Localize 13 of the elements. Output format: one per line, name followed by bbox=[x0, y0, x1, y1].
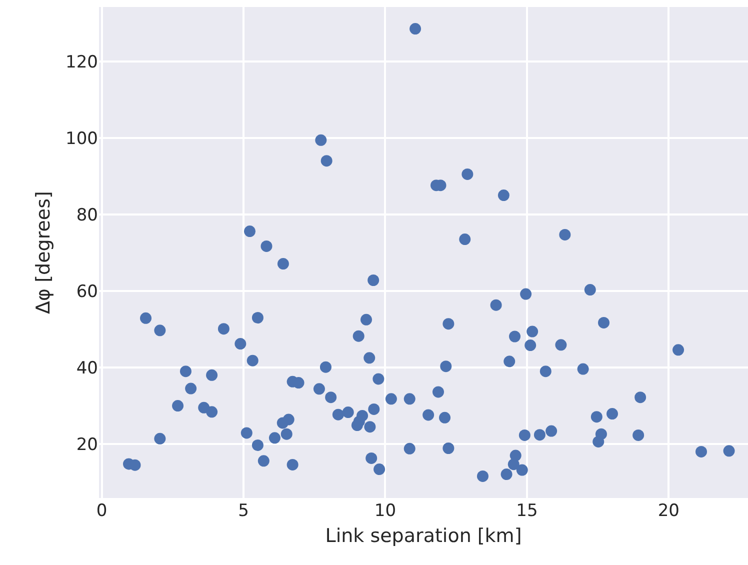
x-tick-label: 10 bbox=[374, 501, 396, 521]
y-tick-label: 100 bbox=[66, 128, 98, 149]
y-tick-label: 120 bbox=[66, 52, 98, 72]
y-tick-label: 40 bbox=[76, 358, 98, 378]
x-tick-label: 0 bbox=[96, 501, 108, 521]
y-tick-label: 20 bbox=[76, 434, 98, 455]
x-tick-label: 20 bbox=[658, 501, 680, 521]
x-axis-title: Link separation [km] bbox=[325, 524, 522, 547]
y-axis-title: Δφ [degrees] bbox=[32, 191, 54, 314]
x-tick-label: 5 bbox=[238, 501, 249, 521]
x-tick-label: 15 bbox=[516, 501, 538, 521]
y-tick-label: 80 bbox=[76, 205, 98, 226]
y-tick-label: 60 bbox=[76, 282, 98, 302]
